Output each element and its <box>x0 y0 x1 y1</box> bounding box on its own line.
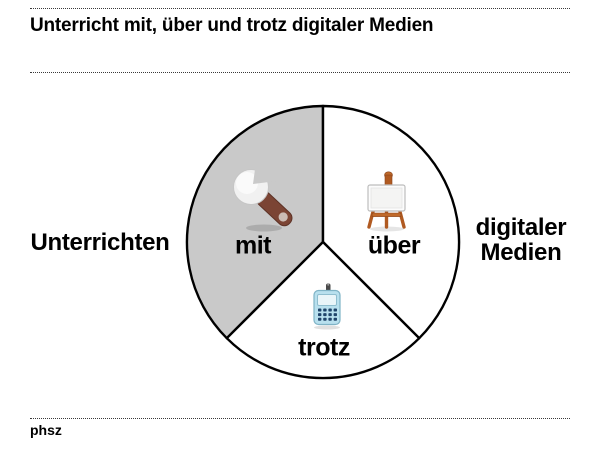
wedge-mit <box>185 104 325 340</box>
segment-label-ueber: über <box>367 231 421 260</box>
segment-label-mit: mit <box>235 231 272 260</box>
segment-label-trotz: trotz <box>298 333 350 362</box>
wedge-ueber <box>321 104 461 340</box>
mobile-phone-icon <box>313 283 341 330</box>
page-title: Unterricht mit, über und trotz digitaler… <box>30 15 434 36</box>
header-rule <box>30 72 570 73</box>
footer-logo: phsz <box>30 422 62 438</box>
wrench-icon <box>233 162 293 232</box>
footer-rule <box>30 418 570 419</box>
right-label: digitaler Medien <box>475 214 567 266</box>
left-label: Unterrichten <box>30 229 170 256</box>
top-rule <box>30 8 570 9</box>
easel-icon <box>367 171 406 232</box>
